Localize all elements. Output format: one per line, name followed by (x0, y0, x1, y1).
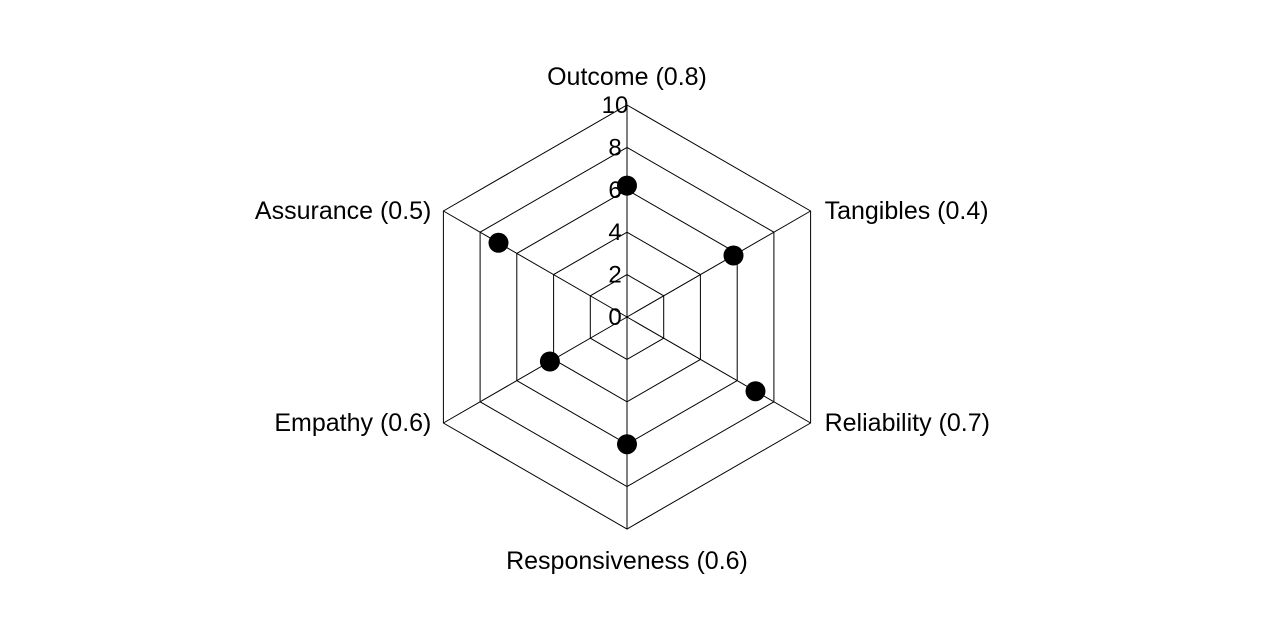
spoke-2 (626, 316, 811, 424)
axis-label-5: Assurance (0.5) (255, 197, 431, 225)
data-point-2 (745, 381, 766, 402)
radar-spokes (443, 105, 811, 529)
axis-label-4: Empathy (0.6) (274, 409, 431, 437)
spoke-1 (626, 210, 811, 318)
axis-label-3: Responsiveness (0.6) (506, 547, 748, 575)
spoke-5 (443, 210, 628, 318)
axis-label-1: Tangibles (0.4) (825, 197, 989, 225)
data-point-0 (617, 175, 637, 196)
data-point-4 (539, 351, 560, 372)
spoke-4 (443, 316, 628, 424)
data-point-3 (617, 434, 637, 455)
tick-label-10: 10 (602, 92, 629, 119)
data-points (488, 175, 766, 455)
data-point-5 (488, 232, 509, 253)
tick-label-2: 2 (608, 262, 621, 289)
axis-labels: Outcome (0.8) Tangibles (0.4) Reliability … (255, 63, 990, 575)
axis-label-2: Reliability (0.7) (825, 409, 990, 437)
axis-label-0: Outcome (0.8) (547, 63, 707, 91)
data-point-1 (723, 245, 744, 266)
tick-label-4: 4 (608, 219, 621, 246)
tick-label-0: 0 (608, 304, 621, 331)
tick-label-8: 8 (608, 134, 621, 161)
